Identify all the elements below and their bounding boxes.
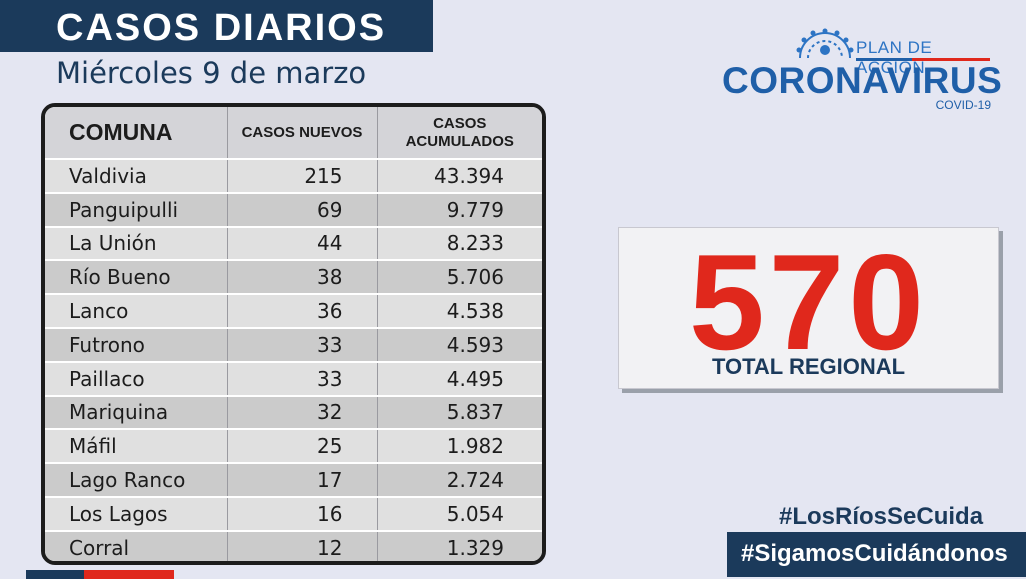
table-row: Panguipulli 69 9.779 [45,191,542,227]
cell-casos-acumulados: 5.837 [377,394,542,430]
table-row: Paillaco 33 4.495 [45,360,542,396]
logo-divider [856,58,990,61]
logo-plan-de-accion: PLAN DE ACCIÓN [856,38,933,77]
title-banner: CASOS DIARIOS [0,0,433,52]
cell-comuna: Los Lagos [45,495,228,531]
cases-table-container: COMUNA CASOS NUEVOS CASOS ACUMULADOS Val… [41,103,546,565]
cell-casos-acumulados: 9.779 [377,191,542,227]
coronavirus-logo: PLAN DE ACCIÓN CORONAVIRUS COVID-19 [718,28,1002,112]
table-row: La Unión 44 8.233 [45,225,542,261]
table-body: Valdivia 215 43.394 Panguipulli 69 9.779 La Un… [45,158,542,561]
cell-comuna: Lago Ranco [45,462,228,497]
total-regional-box: 570 TOTAL REGIONAL [618,226,999,389]
cell-casos-nuevos: 33 [227,326,378,362]
cell-casos-acumulados: 2.724 [377,462,542,497]
cell-casos-nuevos: 215 [227,158,378,193]
cell-casos-nuevos: 16 [227,495,378,531]
cell-comuna: Paillaco [45,360,228,396]
cell-comuna: Río Bueno [45,259,228,295]
cell-comuna: Panguipulli [45,191,228,227]
cell-casos-nuevos: 38 [227,259,378,295]
table-row: Río Bueno 38 5.706 [45,259,542,295]
cell-casos-acumulados: 1.982 [377,428,542,464]
cell-comuna: Máfil [45,428,228,464]
table-row: Valdivia 215 43.394 [45,158,542,193]
cell-comuna: Valdivia [45,158,228,193]
logo-coronavirus: CORONAVIRUS [722,60,1003,101]
header-acumulados-line2: ACUMULADOS [405,132,514,150]
cell-casos-nuevos: 17 [227,462,378,497]
header-acumulados-line1: CASOS [433,114,487,132]
total-number: 570 [689,226,928,378]
virus-icon [796,28,854,59]
cell-casos-acumulados: 4.538 [377,293,542,328]
cell-comuna: Mariquina [45,394,228,430]
cases-table: COMUNA CASOS NUEVOS CASOS ACUMULADOS Val… [45,107,542,561]
cell-casos-nuevos: 36 [227,293,378,328]
table-row: Lanco 36 4.538 [45,293,542,328]
header-casos-acumulados: CASOS ACUMULADOS [377,107,542,159]
cell-casos-nuevos: 12 [227,529,378,561]
table-row: Futrono 33 4.593 [45,326,542,362]
header-comuna: COMUNA [45,107,228,159]
logo-covid: COVID-19 [935,98,991,112]
cell-comuna: Lanco [45,293,228,328]
cell-casos-nuevos: 32 [227,394,378,430]
cell-comuna: La Unión [45,225,228,261]
cell-comuna: Futrono [45,326,228,362]
hashtag-los-rios: #LosRíosSeCuida [779,503,984,530]
cell-casos-nuevos: 33 [227,360,378,396]
cell-casos-acumulados: 8.233 [377,225,542,261]
header-casos-nuevos: CASOS NUEVOS [227,107,378,159]
cell-casos-acumulados: 4.593 [377,326,542,362]
cell-casos-acumulados: 4.495 [377,360,542,396]
cell-comuna: Corral [45,529,228,561]
cell-casos-acumulados: 1.329 [377,529,542,561]
table-row: Máfil 25 1.982 [45,428,542,464]
cell-casos-acumulados: 5.706 [377,259,542,295]
cell-casos-acumulados: 43.394 [377,158,542,193]
bottom-bar-navy [26,570,84,579]
hashtag-sigamos-text: #SigamosCuidándonos [741,540,1008,567]
table-row: Mariquina 32 5.837 [45,394,542,430]
cell-casos-nuevos: 44 [227,225,378,261]
table-header-row: COMUNA CASOS NUEVOS CASOS ACUMULADOS [45,107,542,159]
date-subtitle: Miércoles 9 de marzo [56,56,367,90]
total-label: TOTAL REGIONAL [711,354,906,379]
table-row: Corral 12 1.329 [45,529,542,561]
bottom-bar-red [84,570,174,579]
cell-casos-nuevos: 25 [227,428,378,464]
hashtag-sigamos: #SigamosCuidándonos [727,532,1026,577]
cell-casos-nuevos: 69 [227,191,378,227]
table-row: Los Lagos 16 5.054 [45,495,542,531]
table-row: Lago Ranco 17 2.724 [45,462,542,497]
cell-casos-acumulados: 5.054 [377,495,542,531]
page-title: CASOS DIARIOS [56,7,387,49]
